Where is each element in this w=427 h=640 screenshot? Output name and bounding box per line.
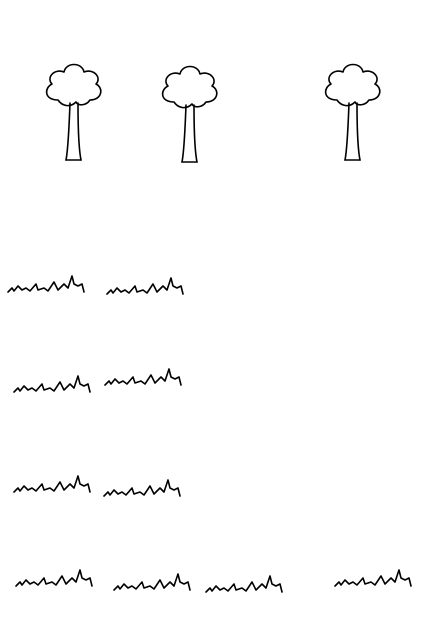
grass-tuft (106, 277, 184, 295)
grass-tuft (104, 368, 182, 386)
tree-illustration (45, 63, 102, 161)
tree-illustration (161, 65, 218, 163)
grass-tuft (13, 475, 91, 493)
grass-tuft (15, 569, 93, 587)
tree-illustration (324, 63, 381, 161)
grass-tuft (205, 575, 283, 593)
grass-tuft (103, 479, 181, 497)
grass-tuft (334, 569, 412, 587)
grass-tuft (7, 275, 85, 293)
grass-tuft (13, 375, 91, 393)
grass-tuft (113, 573, 191, 591)
